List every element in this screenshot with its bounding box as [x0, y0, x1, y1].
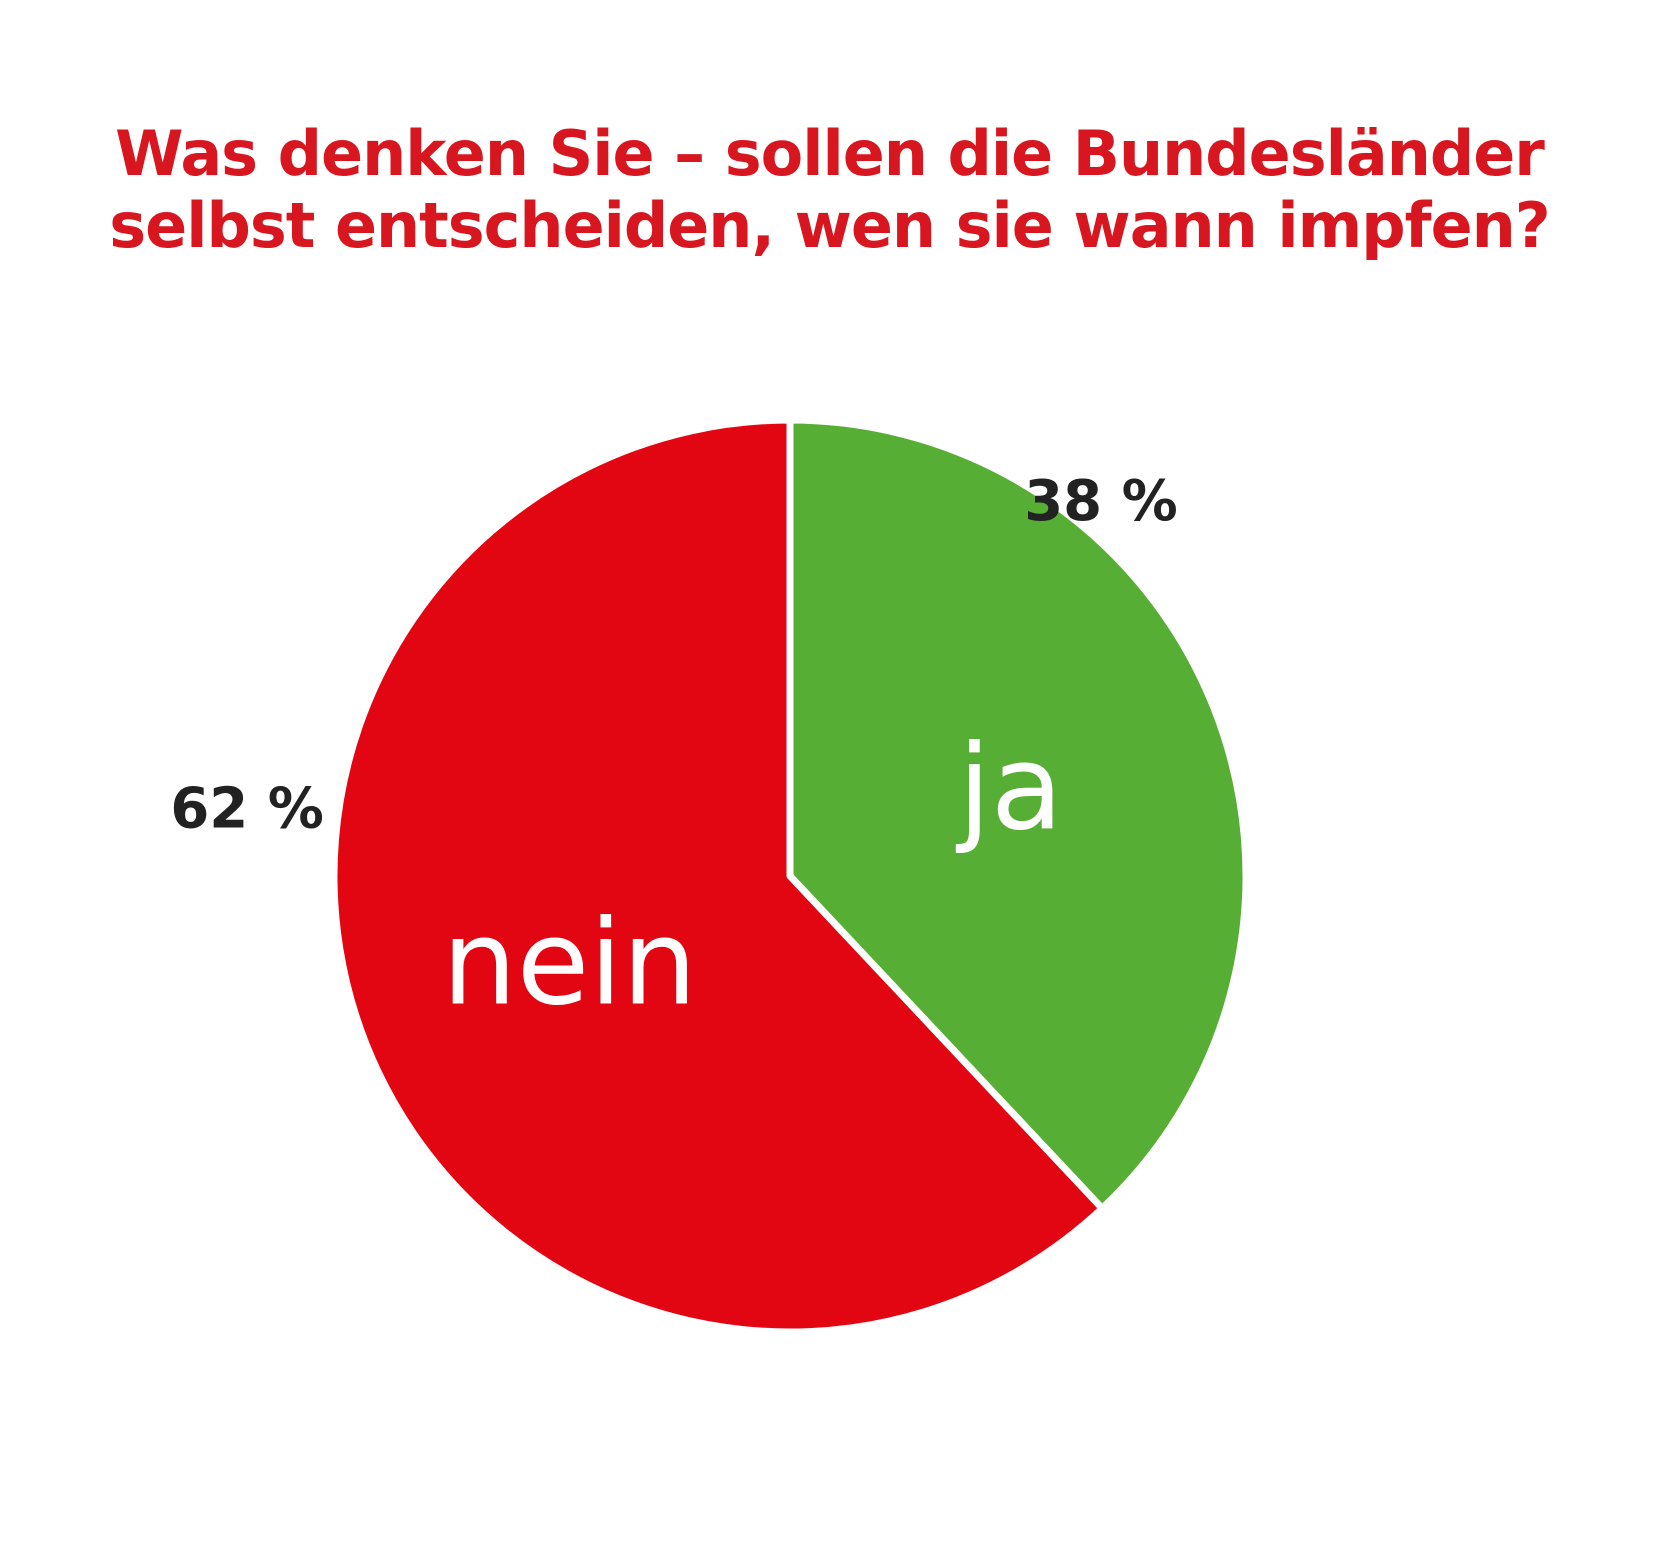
slice-label-ja: ja	[955, 719, 1063, 857]
chart-title: Was denken Sie – sollen die Bundesländer…	[0, 118, 1659, 262]
value-label-nein: 62 %	[170, 776, 324, 841]
pie-slice-nein	[330, 416, 1106, 1336]
chart-title-line-1: Was denken Sie – sollen die Bundesländer	[115, 117, 1545, 190]
pie-slice-ja	[786, 416, 1250, 1212]
slice-label-nein: nein	[442, 893, 697, 1031]
chart-title-line-2: selbst entscheiden, wen sie wann impfen?	[109, 189, 1551, 262]
value-label-ja: 38 %	[1024, 469, 1178, 534]
